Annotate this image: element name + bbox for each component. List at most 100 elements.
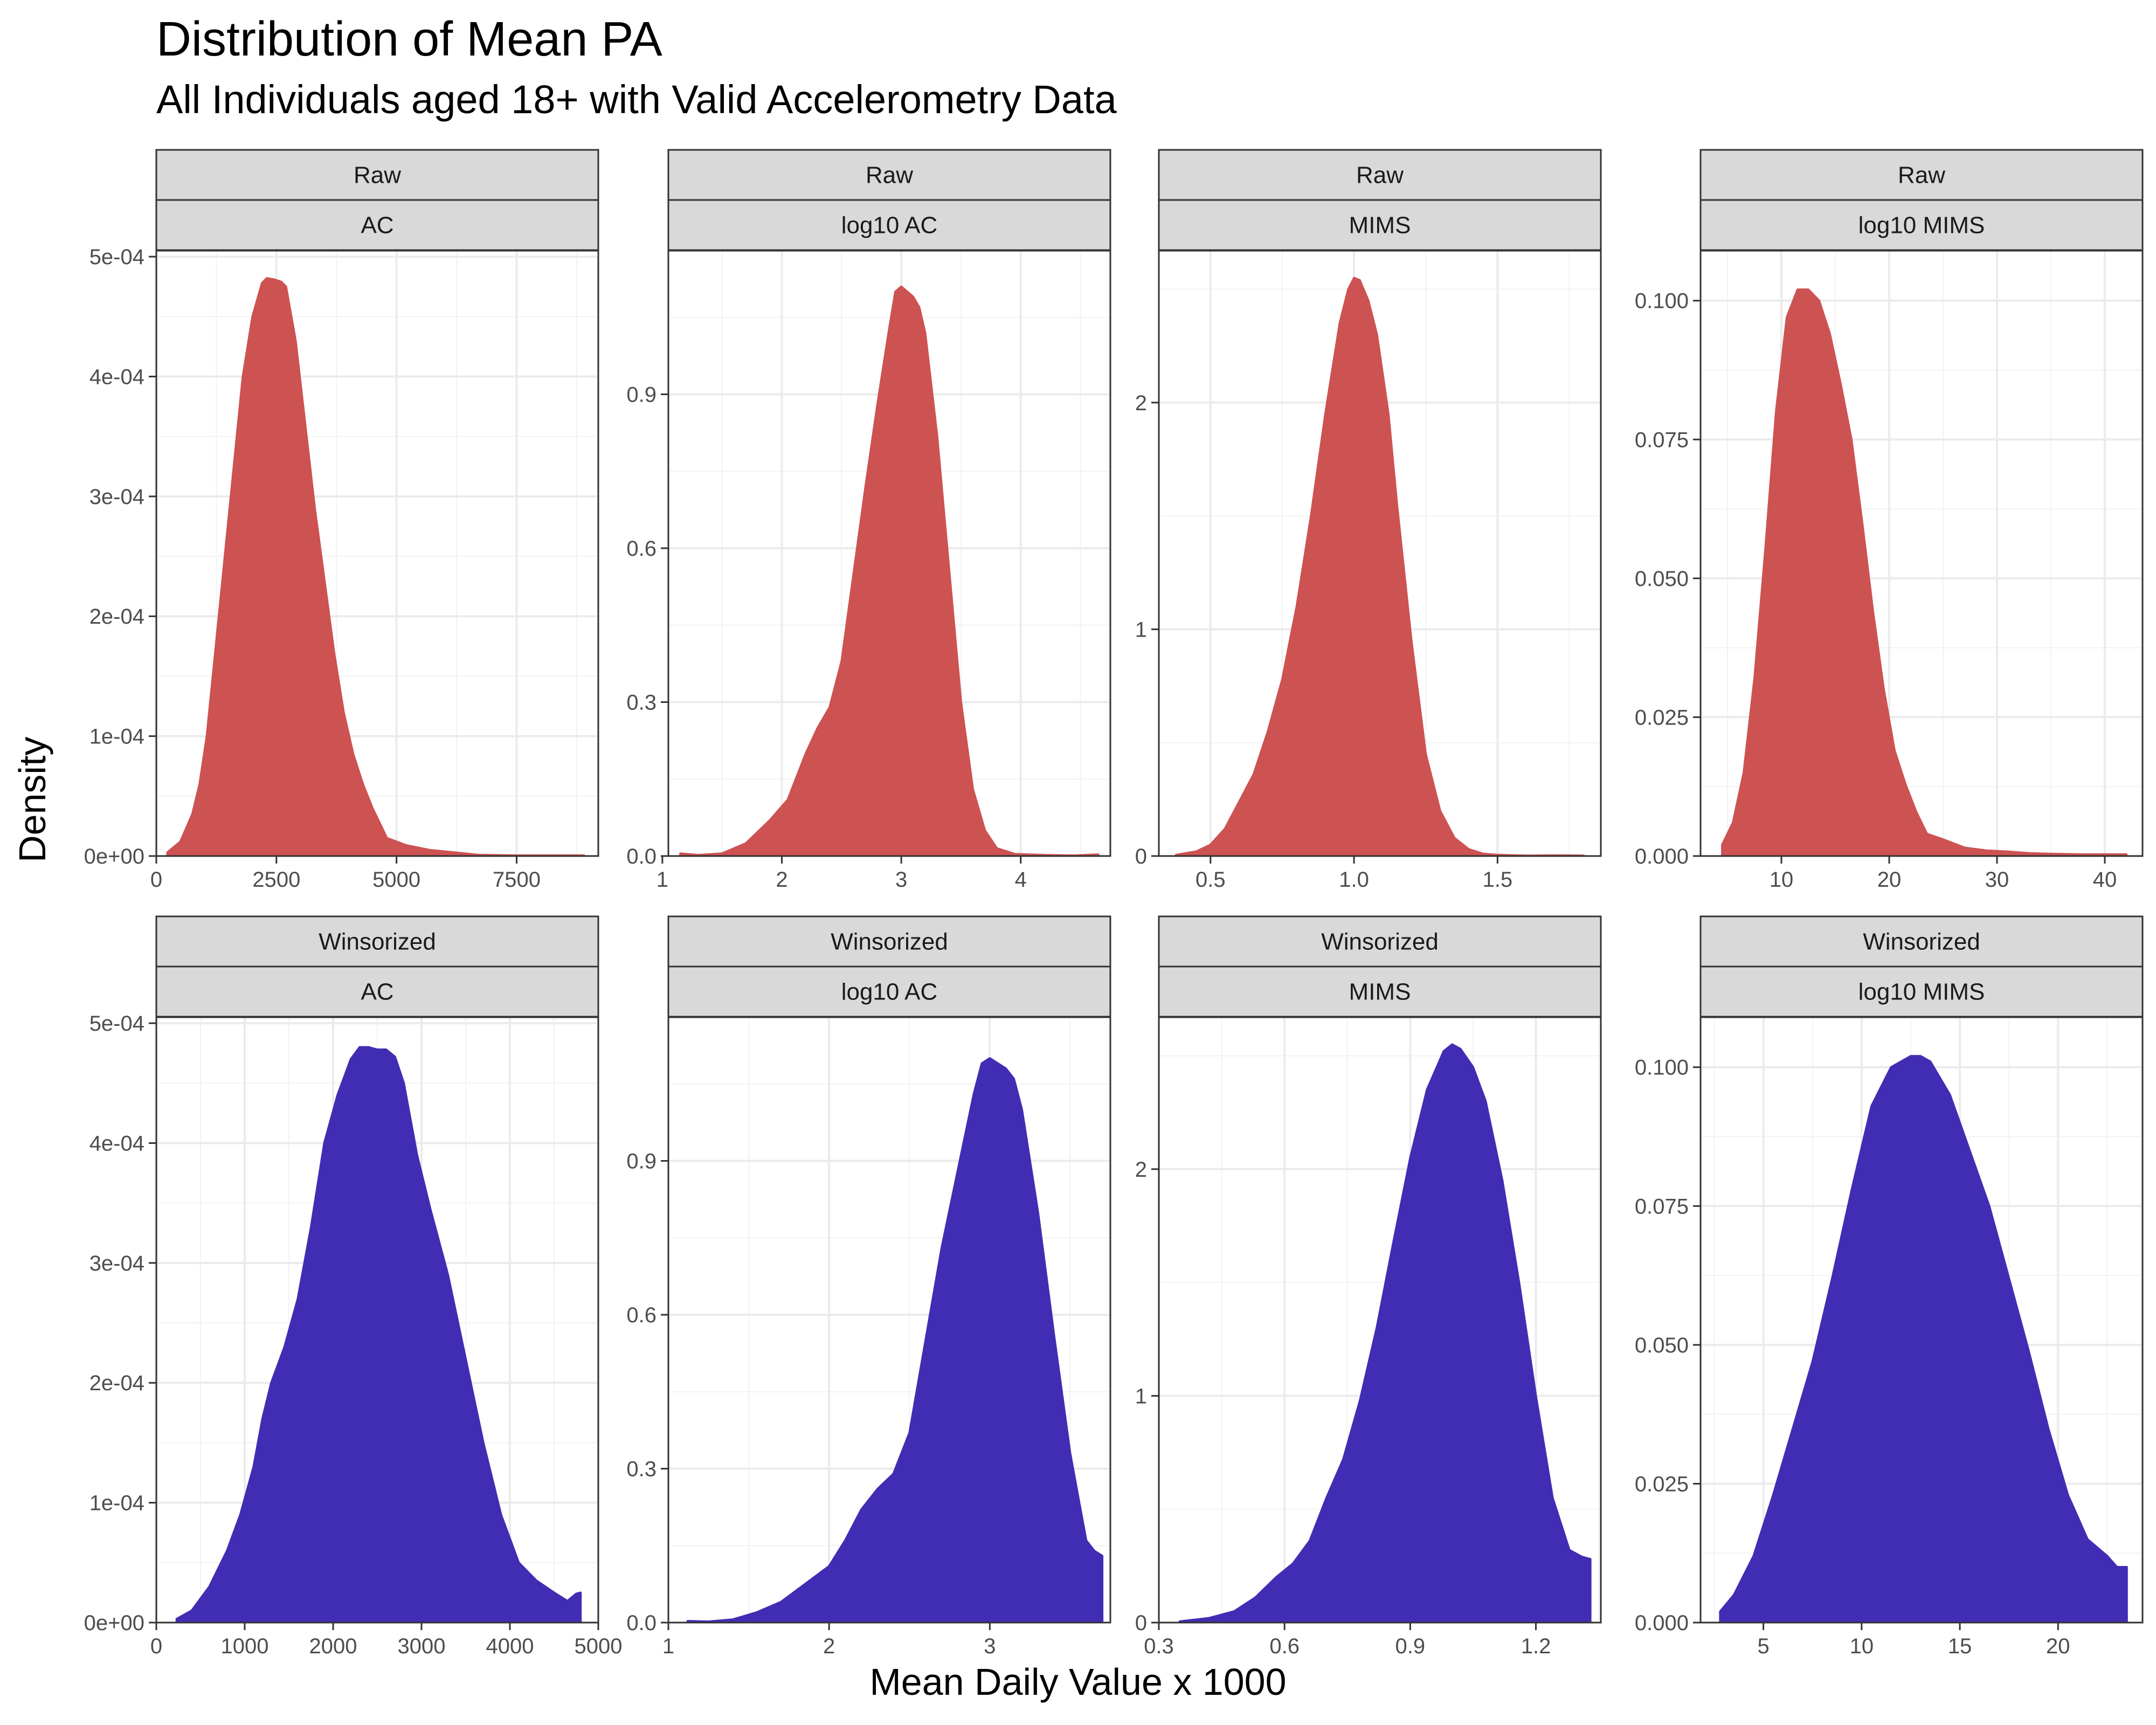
y-tick-label: 0.075 [1635, 1195, 1689, 1218]
x-tick-label: 3000 [398, 1634, 446, 1658]
strip-row-background [155, 915, 599, 968]
x-tick-label: 3 [895, 868, 907, 892]
y-tick-label: 0.6 [626, 1303, 657, 1327]
density-area [1174, 277, 1585, 856]
y-tick-label: 1 [1135, 618, 1147, 641]
y-tick-label: 0.9 [626, 1149, 657, 1173]
x-tick-label: 5000 [575, 1634, 623, 1658]
x-tick-label: 0 [150, 1634, 162, 1658]
strip-facet-label: log10 MIMS [1858, 979, 1985, 1005]
y-tick-label: 0.9 [626, 383, 657, 406]
y-tick-label: 0.0 [626, 845, 657, 868]
y-tick-label: 5e-04 [89, 1012, 144, 1036]
x-tick-label: 10 [1770, 868, 1794, 892]
x-tick-label: 5 [1757, 1634, 1769, 1658]
strip-row-label: Raw [354, 162, 401, 189]
y-tick-label: 4e-04 [89, 1131, 144, 1155]
y-tick-label: 2 [1135, 391, 1147, 415]
strip-facet-label: MIMS [1349, 212, 1411, 239]
panel-border [1699, 250, 2144, 857]
panel-raw-log10-mims: Raw log10 MIMS 10 20 30 40 0.000 0.025 0.050 0.07… [1635, 149, 2144, 892]
density-area [166, 277, 585, 856]
x-tick-label: 0 [150, 868, 162, 892]
panel-raw-log10-ac: Raw log10 AC 1 2 3 4 0.0 0.3 0.6 0.9 [626, 149, 1111, 892]
x-tick-label: 1 [657, 868, 668, 892]
panel-winsorized-mims: Winsorized MIMS 0.3 0.6 0.9 1.2 0 1 2 [1135, 915, 1602, 1658]
y-tick-label: 1e-04 [89, 725, 144, 749]
panel-winsorized-log10-ac: Winsorized log10 AC 1 2 3 0.0 0.3 0.6 0.9 [626, 915, 1111, 1658]
strip-row-label: Raw [1898, 162, 1945, 189]
strip-row-label: Winsorized [319, 929, 436, 955]
strip-facet-background [1699, 199, 2144, 251]
strip-facet-label: MIMS [1349, 979, 1411, 1005]
x-tick-label: 0.6 [1269, 1634, 1300, 1658]
x-tick-label: 0.9 [1395, 1634, 1426, 1658]
panel-winsorized-log10-mims: Winsorized log10 MIMS 5 10 15 20 0.000 0.025 0.0… [1635, 915, 2144, 1658]
y-tick-label: 0.025 [1635, 1472, 1689, 1496]
strip-row-label: Winsorized [1321, 929, 1439, 955]
density-area [686, 1057, 1104, 1623]
x-tick-label: 1 [662, 1634, 674, 1658]
y-tick-label: 0 [1135, 845, 1147, 868]
x-tick-label: 2000 [309, 1634, 357, 1658]
y-tick-label: 1e-04 [89, 1492, 144, 1515]
panel-border [1699, 1016, 2144, 1624]
y-tick-label: 2e-04 [89, 1371, 144, 1395]
x-tick-label: 5000 [372, 868, 420, 892]
strip-row-background [1699, 915, 2144, 968]
density-area [679, 285, 1100, 856]
x-tick-label: 3 [984, 1634, 996, 1658]
strip-row-label: Winsorized [831, 929, 948, 955]
strip-facet-label: log10 AC [841, 979, 938, 1005]
y-tick-label: 0.050 [1635, 1334, 1689, 1357]
density-area [1178, 1043, 1592, 1623]
y-tick-label: 0.000 [1635, 845, 1689, 868]
y-tick-label: 0.6 [626, 537, 657, 561]
x-tick-label: 2500 [252, 868, 300, 892]
strip-facet-label: log10 AC [841, 212, 938, 239]
y-tick-label: 2 [1135, 1158, 1147, 1182]
panel-border [667, 1016, 1111, 1624]
strip-row-label: Raw [1356, 162, 1404, 189]
y-tick-label: 0e+00 [84, 1611, 144, 1635]
x-tick-label: 2 [823, 1634, 835, 1658]
strip-row-label: Winsorized [1863, 929, 1980, 955]
panel-border [155, 1016, 599, 1624]
panel-raw-ac: Raw AC 0 2500 5000 7500 0e+00 1e-04 2e-04 3e-04 4e… [84, 149, 599, 892]
gridlines [156, 251, 598, 856]
density-area [1721, 288, 2127, 856]
y-tick-label: 2e-04 [89, 605, 144, 629]
chart-title: Distribution of Mean PA [156, 12, 662, 66]
y-tick-label: 4e-04 [89, 365, 144, 389]
x-tick-label: 1.5 [1483, 868, 1513, 892]
x-axis-label: Mean Daily Value x 1000 [869, 1661, 1287, 1703]
strip-row-background [667, 915, 1111, 968]
y-tick-label: 0 [1135, 1611, 1147, 1635]
x-tick-label: 7500 [493, 868, 541, 892]
y-tick-label: 0.100 [1635, 289, 1689, 313]
y-tick-label: 0.025 [1635, 706, 1689, 729]
x-tick-label: 40 [2093, 868, 2117, 892]
x-tick-label: 10 [1850, 1634, 1874, 1658]
strip-facet-background [1699, 965, 2144, 1018]
y-tick-label: 0e+00 [84, 845, 144, 868]
x-tick-label: 1.2 [1521, 1634, 1551, 1658]
strip-facet-background [667, 199, 1111, 251]
y-tick-label: 0.0 [626, 1611, 657, 1635]
x-tick-label: 2 [776, 868, 787, 892]
panel-border [155, 250, 599, 857]
y-tick-label: 0.050 [1635, 567, 1689, 591]
strip-facet-background [1158, 199, 1602, 251]
density-area [175, 1046, 582, 1623]
x-tick-label: 15 [1948, 1634, 1972, 1658]
y-tick-label: 3e-04 [89, 485, 144, 509]
strip-row-background [155, 149, 599, 201]
x-tick-label: 1.0 [1339, 868, 1369, 892]
x-tick-label: 20 [2046, 1634, 2070, 1658]
x-tick-label: 4000 [486, 1634, 534, 1658]
y-tick-label: 1 [1135, 1384, 1147, 1408]
strip-row-label: Raw [866, 162, 913, 189]
y-tick-label: 5e-04 [89, 245, 144, 269]
panel-border [1158, 1016, 1602, 1624]
